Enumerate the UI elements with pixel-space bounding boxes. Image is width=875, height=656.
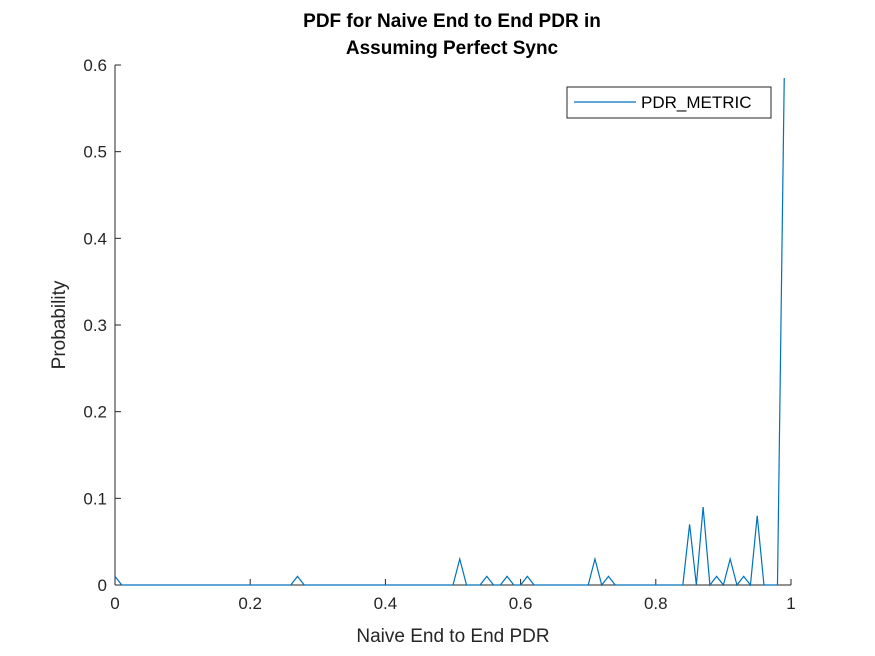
data-point [465,583,469,587]
data-point [762,583,766,587]
chart-title-line-1: PDF for Naive End to End PDR in [303,11,601,32]
data-point [755,514,759,518]
data-point [708,583,712,587]
data-point [748,583,752,587]
y-tick-label: 0.1 [83,489,107,508]
plot-area: 0 0.2 0.4 0.6 0.8 1 0 0.1 0.2 0.3 0.4 0.5 0.6 [83,56,795,613]
data-point [775,583,779,587]
data-point [113,574,117,578]
data-point [289,583,293,587]
data-point [782,76,786,80]
y-tick-label: 0 [98,576,107,595]
x-axis-label: Naive End to End PDR [356,626,549,647]
data-point [721,583,725,587]
data-point [485,574,489,578]
y-tick-label: 0.3 [83,316,107,335]
data-point [728,557,732,561]
y-axis-ticks: 0 0.1 0.2 0.3 0.4 0.5 0.6 [83,56,121,595]
data-point [451,583,455,587]
data-point [688,522,692,526]
data-point [681,583,685,587]
y-axis-label: Probability [49,280,70,369]
x-tick-label: 0.8 [644,594,668,613]
y-tick-label: 0.4 [83,229,107,248]
data-point [715,574,719,578]
data-point [492,583,496,587]
y-tick-label: 0.6 [83,56,107,75]
data-point [458,557,462,561]
data-point [512,583,516,587]
data-point [120,583,124,587]
x-tick-label: 0.6 [509,594,533,613]
chart-title-line-2: Assuming Perfect Sync [346,38,559,59]
data-point [478,583,482,587]
legend-entry-label: PDR_METRIC [641,93,752,112]
data-point [519,583,523,587]
y-tick-label: 0.5 [83,143,107,162]
series-layer [113,76,786,587]
data-point [593,557,597,561]
x-axis-ticks: 0 0.2 0.4 0.6 0.8 1 [110,579,796,613]
data-point [302,583,306,587]
data-point [525,574,529,578]
data-point [505,574,509,578]
x-tick-label: 0.2 [238,594,262,613]
data-point [735,583,739,587]
data-point [532,583,536,587]
data-point [613,583,617,587]
series-line-pdr-metric [114,77,785,587]
data-point [742,574,746,578]
data-point [606,574,610,578]
data-point [701,505,705,509]
data-point [296,574,300,578]
data-point [600,583,604,587]
data-point [127,583,131,587]
x-tick-label: 0.4 [374,594,398,613]
data-point [769,583,773,587]
legend: PDR_METRIC [566,86,772,119]
data-point [498,583,502,587]
x-tick-label: 0 [110,594,119,613]
axes-background [115,65,791,585]
data-point [586,583,590,587]
data-point [694,583,698,587]
x-tick-label: 1 [786,594,795,613]
y-tick-label: 0.2 [83,403,107,422]
